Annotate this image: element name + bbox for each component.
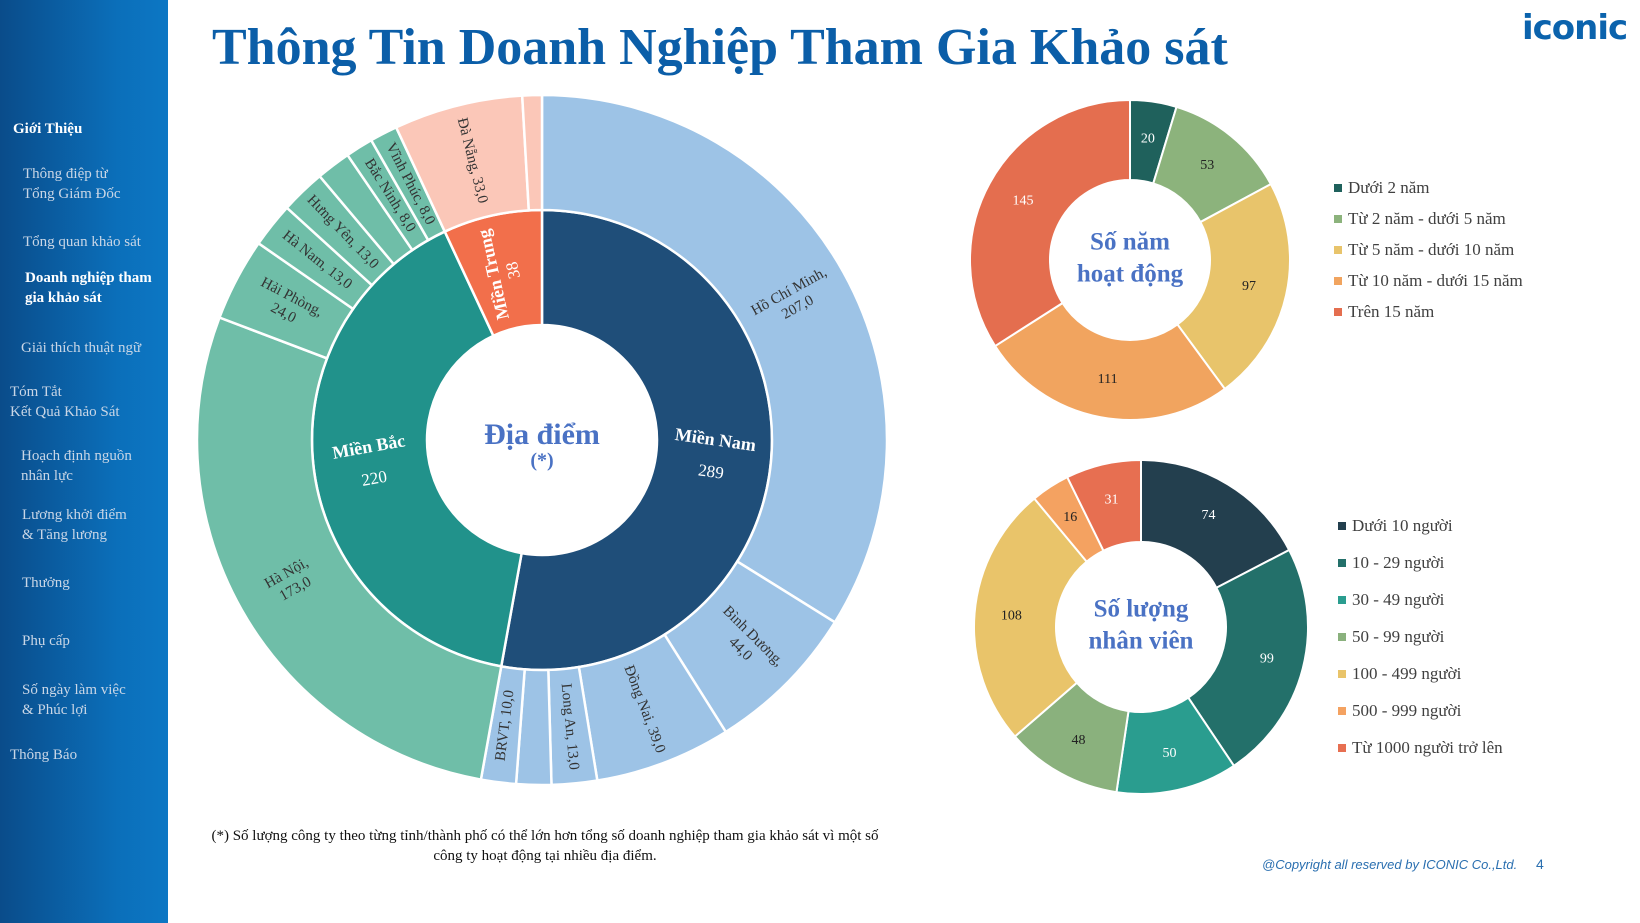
- legend-swatch: [1338, 706, 1346, 715]
- legend-item: Từ 2 năm - dưới 5 năm: [1334, 203, 1523, 234]
- slice-label: 16: [1063, 510, 1077, 525]
- center-title: Địa điểm: [484, 418, 600, 451]
- page-title: Thông Tin Doanh Nghiệp Tham Gia Khảo sát: [212, 19, 1228, 76]
- legend-swatch: [1338, 632, 1346, 641]
- legend-swatch: [1338, 743, 1346, 752]
- slice-label: 74: [1201, 508, 1215, 523]
- sidebar-item[interactable]: Số ngày làm việc & Phúc lợi: [22, 682, 126, 718]
- slice-label: 97: [1242, 279, 1256, 294]
- legend-label: Từ 5 năm - dưới 10 năm: [1348, 239, 1515, 259]
- svg-text:220: 220: [360, 467, 388, 490]
- sidebar-item[interactable]: Giới Thiệu: [13, 121, 83, 137]
- legend-swatch: [1334, 245, 1342, 254]
- donut-slice[interactable]: [973, 497, 1089, 738]
- legend-label: 100 - 499 người: [1352, 663, 1462, 683]
- legend-swatch: [1334, 214, 1342, 223]
- donut-center-title: Số năm: [1090, 229, 1170, 256]
- slice-label: 108: [1001, 609, 1022, 624]
- legend-item: Từ 1000 người trở lên: [1338, 729, 1503, 766]
- slice-label: 31: [1105, 493, 1119, 508]
- donut-center-title: Số lượng: [1094, 596, 1189, 623]
- sidebar-item[interactable]: Hoạch định nguồn nhân lực: [21, 448, 132, 484]
- slice-label: 99: [1260, 651, 1274, 666]
- legend-label: Từ 1000 người trở lên: [1352, 737, 1503, 757]
- legend-label: 30 - 49 người: [1352, 589, 1445, 609]
- slice-label: 50: [1163, 746, 1177, 761]
- legend-swatch: [1338, 595, 1346, 604]
- sidebar-item[interactable]: Phụ cấp: [22, 633, 70, 649]
- province-segment[interactable]: [195, 315, 503, 781]
- donut-slice[interactable]: [1065, 458, 1142, 553]
- legend-label: Từ 10 năm - dưới 15 năm: [1348, 270, 1523, 290]
- legend-label: Dưới 2 năm: [1348, 177, 1430, 197]
- legend-label: Dưới 10 người: [1352, 515, 1453, 535]
- donut-center-title: nhân viên: [1089, 628, 1194, 655]
- legend-swatch: [1334, 276, 1342, 285]
- svg-text:38: 38: [502, 260, 524, 281]
- legend-item: 500 - 999 người: [1338, 692, 1503, 729]
- copyright: @Copyright all reserved by ICONIC Co.,Lt…: [1262, 857, 1518, 872]
- province-segment[interactable]: [540, 93, 889, 625]
- legend-years: Dưới 2 năm Từ 2 năm - dưới 5 năm Từ 5 năm …: [1334, 172, 1523, 327]
- donut-slice[interactable]: [1176, 182, 1291, 391]
- legend-item: 30 - 49 người: [1338, 581, 1503, 618]
- legend-label: Từ 2 năm - dưới 5 năm: [1348, 208, 1506, 228]
- legend-item: Dưới 2 năm: [1334, 172, 1523, 203]
- legend-label: 500 - 999 người: [1352, 700, 1462, 720]
- slice-label: 53: [1200, 158, 1214, 173]
- province-segment[interactable]: [520, 93, 544, 212]
- svg-text:289: 289: [697, 460, 725, 482]
- footnote: (*) Số lượng công ty theo từng tỉnh/thàn…: [211, 828, 879, 864]
- legend-label: 50 - 99 người: [1352, 626, 1445, 646]
- sidebar: Giới Thiệu Thông điệp từ Tổng Giám Đốc Tổn…: [0, 0, 168, 923]
- center-note: (*): [530, 450, 553, 472]
- sidebar-item[interactable]: Giải thích thuật ngữ: [21, 340, 142, 356]
- sidebar-item[interactable]: Tổng quan khảo sát: [23, 234, 141, 250]
- legend-swatch: [1334, 307, 1342, 316]
- slice-label: 145: [1013, 194, 1034, 209]
- legend-employees: Dưới 10 người 10 - 29 người 30 - 49 người 5…: [1338, 507, 1503, 766]
- sidebar-item[interactable]: Tóm Tắt Kết Quả Khảo Sát: [10, 384, 120, 420]
- legend-swatch: [1338, 521, 1346, 530]
- legend-label: 10 - 29 người: [1352, 552, 1445, 572]
- legend-item: Từ 5 năm - dưới 10 năm: [1334, 234, 1523, 265]
- slice-label: 20: [1141, 132, 1155, 147]
- donut-center-title: hoạt động: [1077, 261, 1184, 288]
- slice-label: 111: [1098, 372, 1118, 387]
- legend-swatch: [1338, 558, 1346, 567]
- donut-slice[interactable]: [993, 301, 1227, 421]
- legend-swatch: [1334, 183, 1342, 192]
- sidebar-item[interactable]: Thông Báo: [10, 747, 78, 763]
- legend-label: Trên 15 năm: [1348, 301, 1435, 321]
- iconic-logo: iconic: [1522, 8, 1628, 48]
- sidebar-item[interactable]: Lương khởi điểm & Tăng lương: [22, 507, 127, 543]
- page-number: 4: [1536, 856, 1544, 872]
- legend-item: 100 - 499 người: [1338, 655, 1503, 692]
- donut-slice[interactable]: [969, 98, 1131, 348]
- legend-item: Dưới 10 người: [1338, 507, 1503, 544]
- legend-item: Trên 15 năm: [1334, 296, 1523, 327]
- sidebar-item[interactable]: Thưởng: [22, 575, 70, 591]
- sidebar-item[interactable]: Doanh nghiệp tham gia khảo sát: [25, 270, 152, 306]
- sidebar-item[interactable]: Thông điệp từ Tổng Giám Đốc: [23, 166, 121, 202]
- slice-label: 48: [1072, 733, 1086, 748]
- legend-item: Từ 10 năm - dưới 15 năm: [1334, 265, 1523, 296]
- legend-item: 50 - 99 người: [1338, 618, 1503, 655]
- legend-item: 10 - 29 người: [1338, 544, 1503, 581]
- donut-slice[interactable]: [1186, 548, 1309, 768]
- legend-swatch: [1338, 669, 1346, 678]
